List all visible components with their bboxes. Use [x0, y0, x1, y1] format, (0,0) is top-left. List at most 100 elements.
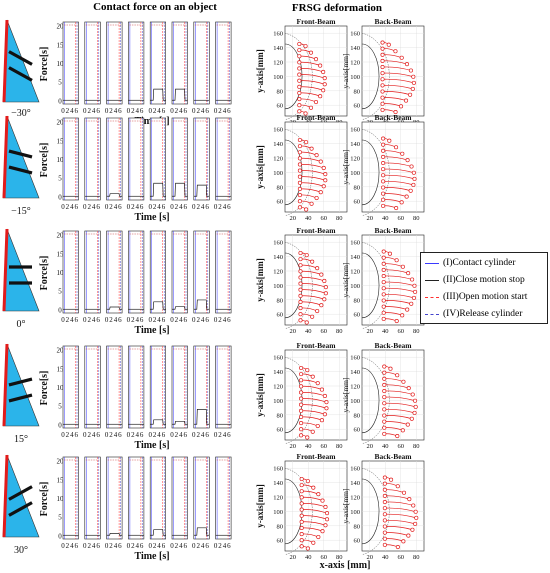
y-tick-label: 120	[273, 156, 283, 163]
beam-node	[399, 55, 404, 60]
y-tick-label: 120	[350, 495, 360, 502]
beam-panel-frame	[284, 460, 348, 552]
beam-node	[297, 144, 302, 149]
beam-node	[401, 490, 407, 495]
force-panel	[62, 456, 79, 540]
y-tick-label: 100	[273, 398, 283, 405]
stripe	[8, 393, 33, 403]
angle-label: −15°	[11, 206, 31, 217]
time-tick-label: 6	[140, 431, 144, 439]
force-panel-frame	[84, 230, 101, 314]
beam-node	[299, 483, 304, 488]
force-panel-frame	[149, 456, 166, 540]
force-axis-label: Force[s]	[39, 47, 50, 82]
beam-node	[319, 418, 324, 423]
y-tick-label: 100	[350, 283, 360, 290]
time-tick-label: 0	[127, 431, 131, 439]
initial-beam-arc	[284, 467, 313, 555]
beam-node	[299, 507, 304, 512]
beam-node	[403, 98, 409, 103]
initial-beam-arc	[284, 128, 313, 216]
beam-node	[381, 316, 386, 321]
time-tick-label: 4	[136, 431, 140, 439]
y-axis-label: y-axis[mm]	[255, 145, 265, 189]
angle-icon	[2, 115, 40, 199]
force-axis-label: Force[s]	[39, 256, 50, 291]
beam-node	[316, 492, 321, 497]
time-tick-label: 0	[170, 542, 174, 550]
beam-node	[380, 77, 385, 82]
force-panel	[149, 21, 166, 105]
beam-node	[393, 109, 398, 115]
y-tick-label: 120	[350, 60, 360, 67]
time-tick-label: 2	[109, 107, 113, 115]
beam-node	[388, 366, 393, 371]
time-tick-label: 2	[87, 316, 91, 324]
force-panel-frame	[171, 117, 188, 201]
time-tick-label: 6	[184, 431, 188, 439]
force-curve	[106, 306, 123, 310]
beam-node	[299, 414, 304, 420]
beam-node	[308, 50, 314, 55]
beam-node	[394, 318, 399, 324]
triangle-shape	[2, 343, 40, 427]
x-tick-label: 20	[367, 328, 374, 335]
force-tick-label: 20	[57, 458, 65, 466]
force-panel	[128, 456, 145, 540]
legend-item-release: (IV)Release cylinder	[425, 307, 522, 321]
object-arc	[361, 478, 380, 545]
x-tick-label: 80	[413, 554, 420, 561]
time-tick-label: 0	[83, 542, 87, 550]
y-tick-label: 120	[350, 384, 360, 391]
time-tick-label: 0	[105, 542, 109, 550]
y-tick-label: 100	[273, 283, 283, 290]
object-arc	[361, 43, 380, 110]
y-tick-label: 80	[277, 88, 284, 95]
force-panel	[171, 456, 188, 540]
beam-node	[400, 313, 405, 318]
beam-node	[395, 544, 400, 550]
beam-node	[316, 534, 321, 540]
beam-segment	[384, 408, 415, 414]
time-tick-label: 4	[201, 542, 205, 550]
y-tick-label: 60	[277, 103, 284, 110]
time-tick-label: 2	[66, 107, 70, 115]
time-tick-label: 6	[96, 316, 100, 324]
beam-panel-title: Front-Beam	[296, 226, 336, 235]
time-tick-label: 0	[148, 431, 152, 439]
y-tick-label: 160	[350, 31, 360, 38]
time-tick-label: 2	[66, 542, 70, 550]
beam-node	[303, 111, 308, 116]
y-tick-label: 120	[273, 384, 283, 391]
beam-node	[297, 41, 302, 47]
beam-node	[382, 388, 387, 394]
beam-node	[381, 173, 386, 178]
beam-node	[298, 281, 303, 286]
beam-node	[308, 105, 314, 110]
time-tick-label: 6	[118, 542, 122, 550]
beam-node	[315, 266, 320, 271]
x-tick-label: 40	[305, 554, 312, 561]
beam-node	[411, 503, 416, 508]
beam-node	[381, 136, 386, 141]
force-panel	[215, 230, 232, 314]
time-tick-label: 0	[170, 431, 174, 439]
x-tick-label: 20	[367, 554, 374, 561]
time-tick-label: 6	[227, 316, 231, 324]
force-panel	[106, 21, 123, 105]
beam-node	[299, 489, 304, 494]
front-beam-panel	[284, 121, 348, 216]
force-panel	[128, 230, 145, 314]
beam-node	[405, 422, 410, 427]
triangle-shape	[2, 19, 40, 103]
force-tick-label: 10	[57, 156, 65, 164]
beam-node	[411, 74, 416, 79]
time-axis-label: Time [s]	[134, 212, 169, 223]
beam-segment	[384, 402, 416, 408]
x-tick-label: 20	[290, 443, 297, 450]
beam-node	[299, 408, 304, 413]
y-tick-label: 140	[273, 369, 283, 376]
beam-node	[310, 429, 315, 434]
y-axis-label: y-axis[mm]	[341, 378, 350, 413]
object-arc	[284, 139, 303, 206]
